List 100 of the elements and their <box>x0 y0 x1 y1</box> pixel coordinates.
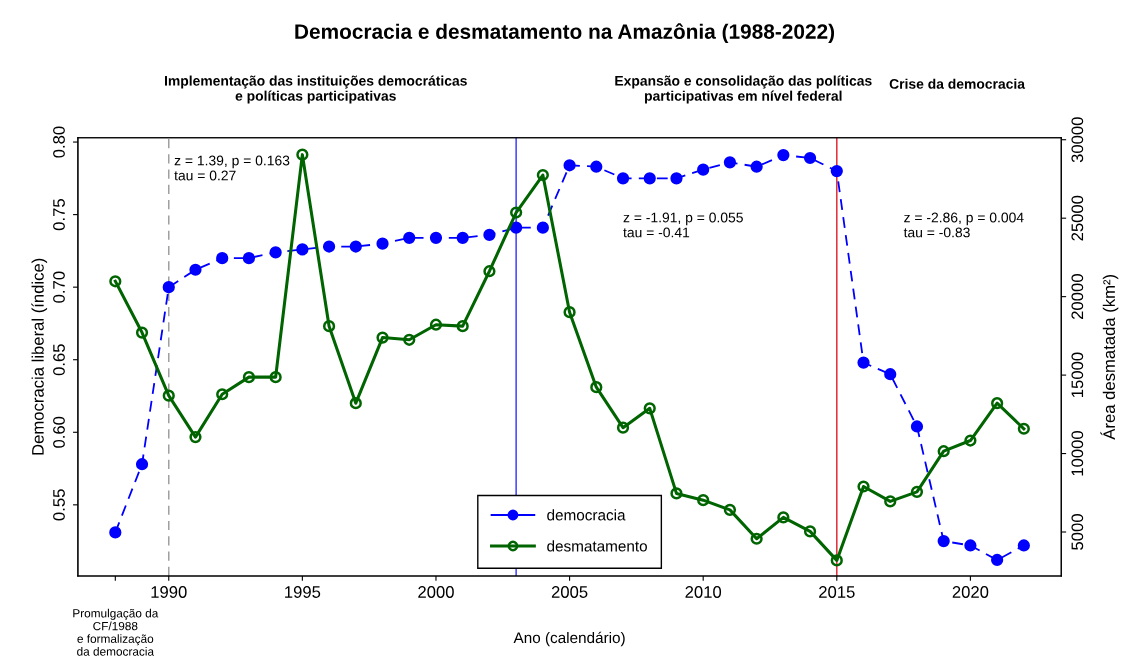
y2-axis-title: Área desmatada (km²) <box>1100 274 1119 440</box>
point <box>135 326 149 339</box>
point <box>510 206 523 219</box>
point <box>429 318 443 331</box>
point <box>643 172 656 185</box>
chart-title: Democracia e desmatamento na Amazônia (1988-2022) <box>295 23 835 44</box>
y2-tick-label: 15000 <box>1071 352 1084 397</box>
annotation: z = 1.39, p = 0.163 tau = 0.27 <box>174 155 290 181</box>
point <box>964 434 977 447</box>
point <box>964 539 977 552</box>
point <box>750 160 763 173</box>
point <box>216 252 229 265</box>
point <box>322 240 336 253</box>
point <box>135 458 149 471</box>
point <box>403 333 416 346</box>
y-tick-label: 0.70 <box>53 271 65 303</box>
point <box>750 532 763 545</box>
point <box>991 553 1004 567</box>
point <box>536 221 549 234</box>
legend-label: democracia <box>547 509 626 521</box>
point <box>403 231 416 244</box>
y-tick-label: 0.55 <box>53 489 65 521</box>
point <box>483 228 496 242</box>
point <box>1017 422 1030 435</box>
point <box>910 420 924 433</box>
point <box>242 252 256 265</box>
point <box>937 445 950 458</box>
y2-tick-label: 5000 <box>1071 514 1084 550</box>
legend-label: desmatamento <box>547 540 647 552</box>
y-tick-label: 0.75 <box>53 199 65 231</box>
point <box>216 388 229 401</box>
point <box>670 487 683 500</box>
x-tick-label: 1995 <box>285 586 321 598</box>
point <box>483 265 496 278</box>
y2-tick-label: 10000 <box>1071 431 1084 476</box>
point <box>857 356 870 369</box>
point <box>296 148 309 161</box>
point <box>269 246 282 259</box>
x-tick-label: 2005 <box>551 586 588 598</box>
point <box>803 525 817 538</box>
point <box>109 275 122 288</box>
point <box>643 402 656 415</box>
point <box>830 164 843 178</box>
point <box>697 163 710 176</box>
x-tick-label: 2015 <box>819 586 855 598</box>
point <box>616 172 630 185</box>
point <box>456 320 469 333</box>
point <box>670 172 683 185</box>
point <box>109 526 122 539</box>
y-tick-label: 0.60 <box>53 416 65 448</box>
point <box>884 495 897 508</box>
point <box>803 151 817 165</box>
point <box>777 511 790 524</box>
y2-tick-label: 25000 <box>1071 195 1084 241</box>
point <box>296 243 309 256</box>
x-tick-label: 2000 <box>418 586 454 598</box>
y-tick-label: 0.65 <box>53 344 65 376</box>
point <box>1017 539 1030 552</box>
point <box>723 503 737 516</box>
point <box>723 156 737 169</box>
point <box>429 231 443 244</box>
annotation: z = -1.91, p = 0.055 tau = -0.41 <box>623 212 743 238</box>
annotation: z = -2.86, p = 0.004 tau = -0.83 <box>903 212 1024 238</box>
point <box>242 371 256 384</box>
point <box>376 331 389 344</box>
x-tick-label: 1990 <box>151 586 187 598</box>
point <box>590 160 603 173</box>
x-tick-label: 2010 <box>685 586 722 598</box>
text: Expansão e consolidação das políticas participativas em nível federal <box>615 75 872 104</box>
point <box>322 320 336 333</box>
point <box>991 397 1004 410</box>
text: Implementação das instituições democráticas e políticas participativas <box>164 75 467 104</box>
point <box>510 221 523 234</box>
point <box>563 306 576 319</box>
point <box>349 240 362 253</box>
text: Promulgação da CF/1988 e formalização da democracia <box>73 608 159 656</box>
point <box>697 494 710 507</box>
point <box>349 397 362 410</box>
point <box>536 168 549 182</box>
point <box>830 554 843 567</box>
point <box>910 485 924 498</box>
point <box>456 231 469 244</box>
point <box>884 368 897 381</box>
y2-tick-label: 30000 <box>1071 117 1084 163</box>
point <box>857 480 870 493</box>
point <box>777 149 790 162</box>
point <box>162 389 175 402</box>
point <box>269 371 282 384</box>
x-tick-label: 2020 <box>952 586 989 598</box>
text: Crise da democracia <box>889 78 1026 89</box>
y2-tick-label: 20000 <box>1071 274 1084 319</box>
point <box>590 381 603 394</box>
x-axis-title: Ano (calendário) <box>513 631 625 647</box>
point <box>616 421 630 434</box>
point <box>937 535 950 548</box>
point <box>563 159 576 172</box>
point <box>189 263 202 276</box>
point <box>162 281 175 294</box>
point <box>189 430 202 444</box>
y-tick-label: 0.80 <box>53 126 65 158</box>
